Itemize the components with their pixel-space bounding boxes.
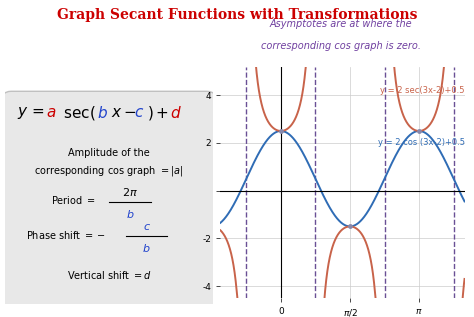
Text: $c$: $c$	[143, 222, 151, 232]
Text: Period $=$: Period $=$	[51, 194, 96, 206]
Text: $b$: $b$	[126, 208, 134, 220]
Text: $d$: $d$	[170, 105, 181, 120]
Text: corresponding cos graph is zero.: corresponding cos graph is zero.	[261, 41, 421, 51]
Text: y = 2 sec(3x-2)+0.5: y = 2 sec(3x-2)+0.5	[380, 86, 465, 95]
Text: Amplitude of the: Amplitude of the	[68, 147, 150, 158]
Text: Graph Secant Functions with Transformations: Graph Secant Functions with Transformati…	[57, 8, 417, 22]
Text: $a$: $a$	[46, 105, 57, 120]
Text: $x - $: $x - $	[111, 105, 137, 120]
Text: corresponding cos graph $= |a|$: corresponding cos graph $= |a|$	[34, 164, 184, 178]
Text: $b$: $b$	[142, 243, 151, 255]
Text: $\,\mathrm{sec}($: $\,\mathrm{sec}($	[61, 104, 96, 122]
Text: $2\pi$: $2\pi$	[122, 186, 138, 198]
Text: $y\,=\,$: $y\,=\,$	[17, 105, 45, 120]
Text: Vertical shift $= d$: Vertical shift $= d$	[66, 269, 152, 281]
Text: $c$: $c$	[134, 105, 144, 120]
Text: Phase shift $= -$: Phase shift $= -$	[26, 229, 105, 241]
Text: y = 2 cos (3x-2)+0.5: y = 2 cos (3x-2)+0.5	[377, 138, 465, 147]
Text: $b$: $b$	[97, 105, 108, 120]
Text: $) + $: $) + $	[146, 104, 169, 122]
FancyBboxPatch shape	[0, 91, 218, 315]
Text: Asymptotes are at where the: Asymptotes are at where the	[270, 19, 412, 29]
